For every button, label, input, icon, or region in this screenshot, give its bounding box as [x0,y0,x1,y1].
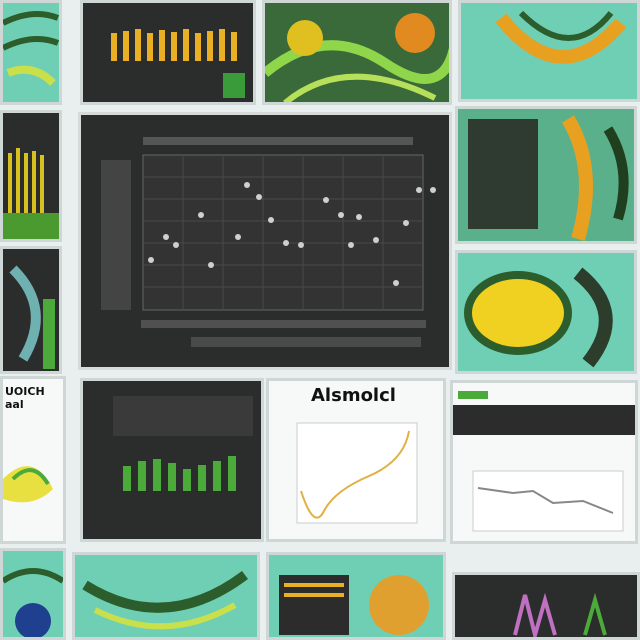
art [279,575,429,635]
tile [80,0,256,105]
tile [266,552,446,640]
art [3,11,59,86]
tile [455,250,637,374]
panel-title: UOICH aal [5,385,45,411]
art [82,570,248,630]
tile: UOICH aal [0,376,66,544]
art [453,391,635,532]
art [3,466,53,503]
tile [0,110,62,242]
panel-title: Alsmolcl [311,385,396,406]
tile [80,378,264,542]
art [513,592,607,637]
art [296,422,418,524]
art [265,13,449,102]
tile [450,380,638,544]
tile [455,106,637,244]
scatter-tile [78,112,452,370]
tile: Alsmolcl [266,378,446,542]
tile [0,246,62,374]
tile [0,0,62,105]
art [111,29,245,98]
tile [0,548,66,640]
tile [72,552,260,640]
scatter-art [101,137,436,347]
art [468,115,629,241]
tile [452,572,640,640]
art [3,148,59,239]
tile [458,0,640,102]
art [9,265,55,369]
art [495,10,627,64]
tile [262,0,452,105]
art [3,568,63,637]
art [464,267,613,368]
art [113,396,253,491]
